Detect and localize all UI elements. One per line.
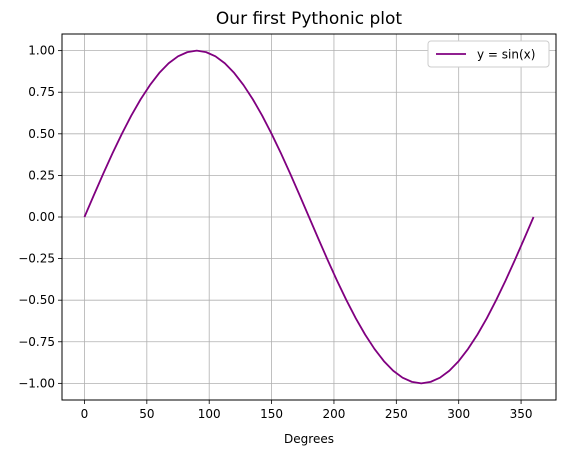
y-tick-label: 0.00 [28,210,55,224]
plot-area [61,33,557,401]
x-tick-label: 150 [260,407,283,421]
y-tick-label: −0.75 [18,335,55,349]
y-tick-label: 0.25 [28,168,55,182]
x-axis-ticks: 0 50 100 150 200 250 300 350 [81,400,533,421]
y-tick-label: −0.50 [18,293,55,307]
x-axis-label: Degrees [284,432,334,446]
x-tick-label: 200 [322,407,345,421]
x-tick-label: 250 [385,407,408,421]
y-axis-ticks: −1.00 −0.75 −0.50 −0.25 0.00 0.25 0.50 0.75 1.00 [18,44,62,390]
x-tick-label: 50 [139,407,154,421]
y-tick-label: 0.75 [28,85,55,99]
x-tick-label: 300 [447,407,470,421]
chart-title: Our first Pythonic plot [216,9,402,29]
legend: y = sin(x) [427,40,550,68]
y-tick-label: 0.50 [28,127,55,141]
x-tick-label: 100 [198,407,221,421]
y-tick-label: −1.00 [18,376,55,390]
legend-box [427,40,550,68]
legend-label: y = sin(x) [477,48,535,62]
series-layer [83,49,535,385]
x-tick-label: 0 [81,407,89,421]
series-line-sin [83,49,535,385]
x-tick-label: 350 [510,407,533,421]
y-tick-label: 1.00 [28,44,55,58]
y-tick-label: −0.25 [18,252,55,266]
